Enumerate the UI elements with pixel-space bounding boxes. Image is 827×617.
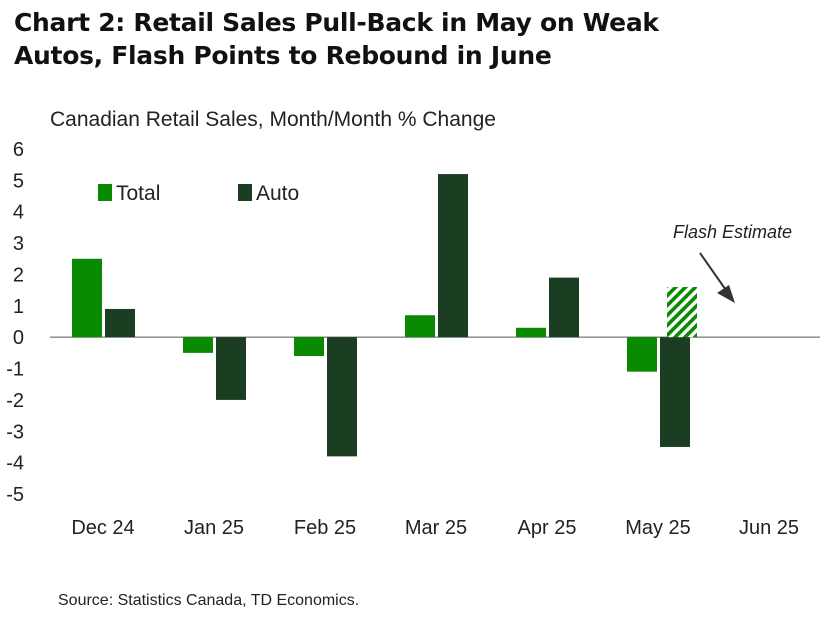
y-tick-label: 4	[13, 202, 24, 224]
y-tick-label: -1	[6, 359, 24, 381]
y-axis: 6 5 4 3 2 1 0 -1 -2 -3 -4 -5	[6, 139, 24, 506]
bar-chart: 6 5 4 3 2 1 0 -1 -2 -3 -4 -5 Dec 24 Jan 25 Feb 25 Mar …	[6, 139, 820, 539]
legend-label-total: Total	[116, 182, 160, 205]
bar-total-feb-25	[294, 337, 324, 356]
chart-source: Source: Statistics Canada, TD Economics.	[58, 592, 360, 609]
legend-swatch-total	[98, 184, 112, 201]
legend: Total Auto	[98, 182, 299, 205]
y-tick-label: 1	[13, 296, 24, 318]
x-tick-label: Feb 25	[294, 517, 356, 539]
x-axis: Dec 24 Jan 25 Feb 25 Mar 25 Apr 25 May 25 Jun …	[71, 517, 799, 539]
bars	[72, 174, 697, 457]
bar-auto-feb-25	[327, 337, 357, 457]
flash-estimate-arrowhead	[717, 285, 735, 303]
x-tick-label: Jun 25	[739, 517, 799, 539]
x-tick-label: Dec 24	[71, 517, 134, 539]
chart-subtitle: Canadian Retail Sales, Month/Month % Cha…	[50, 108, 496, 131]
y-tick-label: -4	[6, 453, 24, 475]
y-tick-label: 5	[13, 170, 24, 192]
chart-title: Chart 2: Retail Sales Pull-Back in May o…	[14, 6, 814, 72]
chart-title-line-1: Chart 2: Retail Sales Pull-Back in May o…	[14, 8, 659, 37]
chart-title-line-2: Autos, Flash Points to Rebound in June	[14, 41, 552, 70]
bar-total-dec-24	[72, 258, 102, 338]
flash-estimate-arrow-line	[699, 252, 729, 294]
x-tick-label: Apr 25	[518, 517, 577, 539]
bar-auto-apr-25	[549, 277, 579, 338]
bar-auto-mar-25	[438, 174, 468, 338]
bar-auto-may-25	[660, 337, 690, 447]
flash-estimate-label: Flash Estimate	[673, 222, 792, 242]
y-tick-label: 6	[13, 139, 24, 161]
bar-total-may-25	[627, 337, 657, 372]
y-tick-label: -3	[6, 421, 24, 443]
legend-label-auto: Auto	[256, 182, 299, 205]
x-tick-label: May 25	[625, 517, 691, 539]
x-tick-label: Mar 25	[405, 517, 467, 539]
y-tick-label: 0	[13, 327, 24, 349]
bar-total-jun-25	[667, 287, 697, 338]
y-tick-label: -2	[6, 390, 24, 412]
flash-estimate-annotation: Flash Estimate	[673, 222, 792, 303]
bar-total-jan-25	[183, 337, 213, 353]
bar-total-apr-25	[516, 327, 546, 338]
y-tick-label: -5	[6, 484, 24, 506]
bar-auto-dec-24	[105, 308, 135, 338]
x-tick-label: Jan 25	[184, 517, 244, 539]
legend-swatch-auto	[238, 184, 252, 201]
y-tick-label: 3	[13, 233, 24, 255]
bar-total-mar-25	[405, 315, 435, 338]
y-tick-label: 2	[13, 264, 24, 286]
bar-auto-jan-25	[216, 337, 246, 400]
